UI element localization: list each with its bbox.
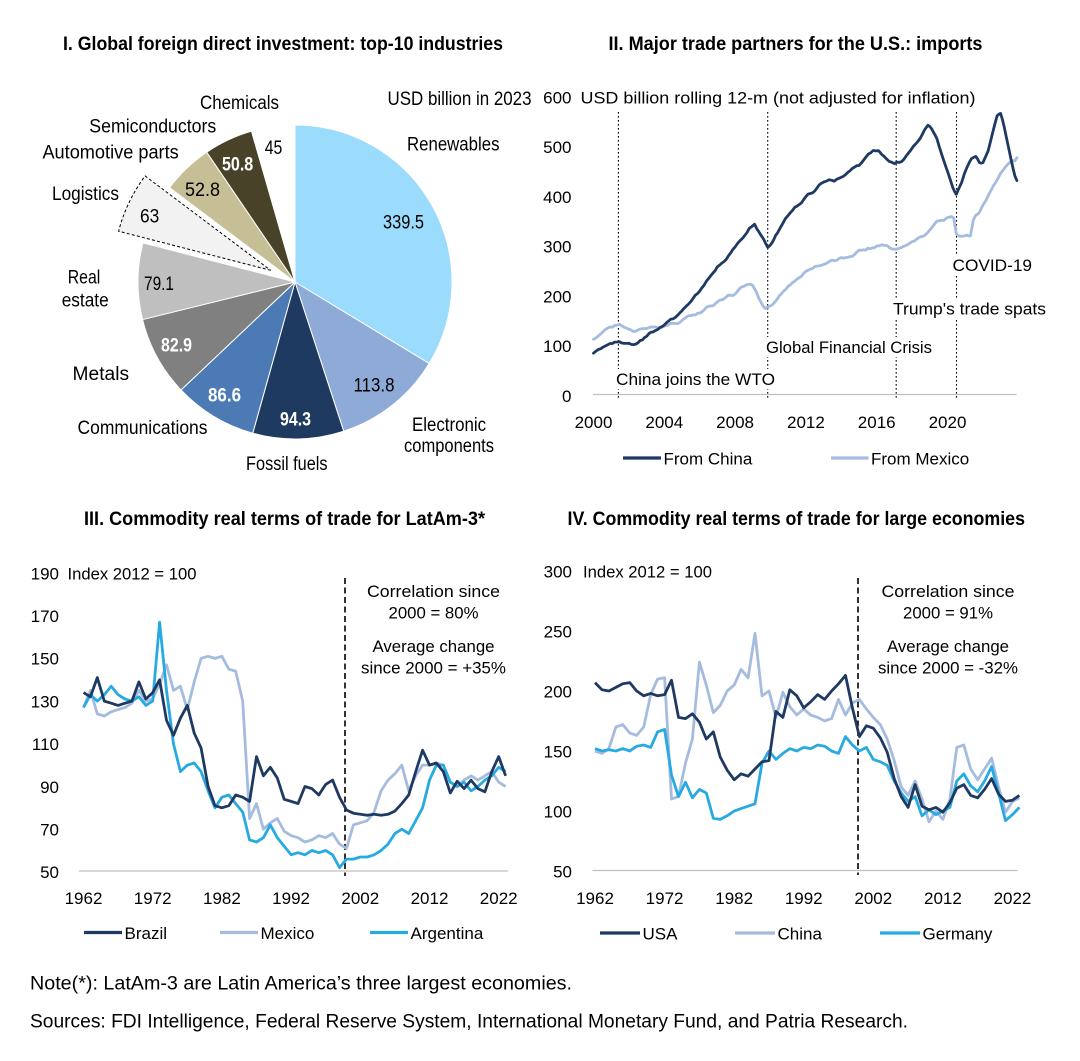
svg-text:50: 50 <box>553 862 572 881</box>
svg-text:2000 = 80%: 2000 = 80% <box>389 604 479 623</box>
svg-text:150: 150 <box>31 650 59 669</box>
svg-text:2000 = 91%: 2000 = 91% <box>903 604 993 623</box>
svg-text:China joins the WTO: China joins the WTO <box>616 370 775 389</box>
svg-text:45: 45 <box>265 138 283 159</box>
svg-text:III. Commodity real terms of t: III. Commodity real terms of trade for L… <box>84 509 486 530</box>
svg-text:Mexico: Mexico <box>261 924 315 943</box>
svg-text:Correlation since: Correlation since <box>882 582 1015 601</box>
svg-text:Trump's trade spats: Trump's trade spats <box>893 300 1046 319</box>
svg-text:1982: 1982 <box>715 889 753 908</box>
svg-text:400: 400 <box>543 188 571 207</box>
svg-text:2002: 2002 <box>854 889 892 908</box>
svg-text:Germany: Germany <box>923 924 993 943</box>
svg-text:Correlation since: Correlation since <box>367 582 500 601</box>
svg-text:110: 110 <box>32 735 59 754</box>
svg-text:since 2000 = -32%: since 2000 = -32% <box>878 659 1018 678</box>
svg-text:Electronic: Electronic <box>412 415 486 436</box>
svg-text:113.8: 113.8 <box>354 376 395 397</box>
svg-text:1982: 1982 <box>203 889 241 908</box>
svg-text:Semiconductors: Semiconductors <box>89 117 216 138</box>
svg-text:IV. Commodity real terms of tr: IV. Commodity real terms of trade for la… <box>568 509 1026 530</box>
svg-text:94.3: 94.3 <box>280 410 311 431</box>
svg-text:Renewables: Renewables <box>407 135 500 156</box>
svg-text:150: 150 <box>544 742 572 761</box>
svg-text:Average change: Average change <box>887 637 1009 656</box>
svg-text:2022: 2022 <box>480 889 518 908</box>
svg-text:170: 170 <box>31 607 59 626</box>
svg-text:since 2000 = +35%: since 2000 = +35% <box>361 659 506 678</box>
svg-text:II. Major trade partners for t: II. Major trade partners for the U.S.: i… <box>609 34 983 55</box>
svg-text:From Mexico: From Mexico <box>871 449 969 468</box>
svg-text:600: 600 <box>543 88 571 107</box>
svg-text:Chemicals: Chemicals <box>200 93 279 114</box>
svg-text:components: components <box>404 436 494 457</box>
svg-text:Sources: FDI Intelligence, Fed: Sources: FDI Intelligence, Federal Reser… <box>30 1012 908 1033</box>
svg-text:1962: 1962 <box>65 889 103 908</box>
svg-text:339.5: 339.5 <box>383 213 424 234</box>
svg-text:130: 130 <box>31 692 59 711</box>
svg-text:90: 90 <box>40 778 59 797</box>
svg-text:Fossil fuels: Fossil fuels <box>246 454 328 475</box>
svg-text:USD billion rolling 12-m (not: USD billion rolling 12-m (not adjusted f… <box>581 88 976 107</box>
svg-text:250: 250 <box>544 622 572 641</box>
svg-text:82.9: 82.9 <box>161 336 192 357</box>
svg-text:100: 100 <box>544 802 572 821</box>
svg-text:Metals: Metals <box>73 364 130 385</box>
svg-text:52.8: 52.8 <box>185 180 220 201</box>
svg-text:From China: From China <box>664 449 753 468</box>
svg-text:1992: 1992 <box>272 889 310 908</box>
svg-text:70: 70 <box>40 821 59 840</box>
svg-text:50.8: 50.8 <box>222 155 253 176</box>
svg-text:500: 500 <box>543 138 571 157</box>
svg-text:190: 190 <box>31 564 59 583</box>
svg-text:1972: 1972 <box>134 889 172 908</box>
svg-text:2008: 2008 <box>716 413 754 432</box>
svg-text:Argentina: Argentina <box>411 924 484 943</box>
svg-text:200: 200 <box>543 287 571 306</box>
svg-text:2012: 2012 <box>411 889 449 908</box>
svg-text:2000: 2000 <box>575 413 613 432</box>
svg-text:1972: 1972 <box>646 889 684 908</box>
svg-text:2004: 2004 <box>645 413 683 432</box>
svg-text:2012: 2012 <box>787 413 825 432</box>
svg-text:Logistics: Logistics <box>52 184 119 205</box>
svg-text:2002: 2002 <box>341 889 379 908</box>
svg-text:Global Financial Crisis: Global Financial Crisis <box>766 338 932 357</box>
svg-text:50: 50 <box>40 863 59 882</box>
svg-text:I. Global foreign direct inves: I. Global foreign direct investment: top… <box>63 34 503 55</box>
svg-text:Real: Real <box>68 268 101 289</box>
svg-text:1962: 1962 <box>576 889 614 908</box>
svg-text:Index 2012 = 100: Index 2012 = 100 <box>68 564 197 583</box>
svg-text:2022: 2022 <box>994 889 1032 908</box>
svg-text:Index 2012 = 100: Index 2012 = 100 <box>583 562 712 581</box>
svg-text:86.6: 86.6 <box>208 386 241 407</box>
svg-text:2012: 2012 <box>924 889 962 908</box>
svg-text:300: 300 <box>543 238 571 257</box>
svg-text:63: 63 <box>140 207 159 228</box>
svg-text:Average change: Average change <box>373 637 495 656</box>
svg-text:100: 100 <box>543 337 571 356</box>
svg-text:2016: 2016 <box>858 413 896 432</box>
svg-text:Communications: Communications <box>78 418 208 439</box>
svg-text:estate: estate <box>62 291 109 312</box>
svg-text:USD billion in 2023: USD billion in 2023 <box>388 89 532 110</box>
svg-text:Note(*): LatAm-3 are Latin Ame: Note(*): LatAm-3 are Latin America’s thr… <box>30 974 572 995</box>
svg-text:1992: 1992 <box>785 889 823 908</box>
svg-text:USA: USA <box>643 924 679 943</box>
svg-text:Brazil: Brazil <box>125 924 168 943</box>
svg-text:79.1: 79.1 <box>144 274 174 295</box>
svg-text:0: 0 <box>562 387 571 406</box>
svg-text:300: 300 <box>544 562 572 581</box>
svg-text:COVID-19: COVID-19 <box>953 256 1033 275</box>
svg-text:2020: 2020 <box>929 413 967 432</box>
svg-text:China: China <box>778 924 823 943</box>
svg-text:200: 200 <box>544 682 572 701</box>
svg-text:Automotive parts: Automotive parts <box>42 143 178 164</box>
